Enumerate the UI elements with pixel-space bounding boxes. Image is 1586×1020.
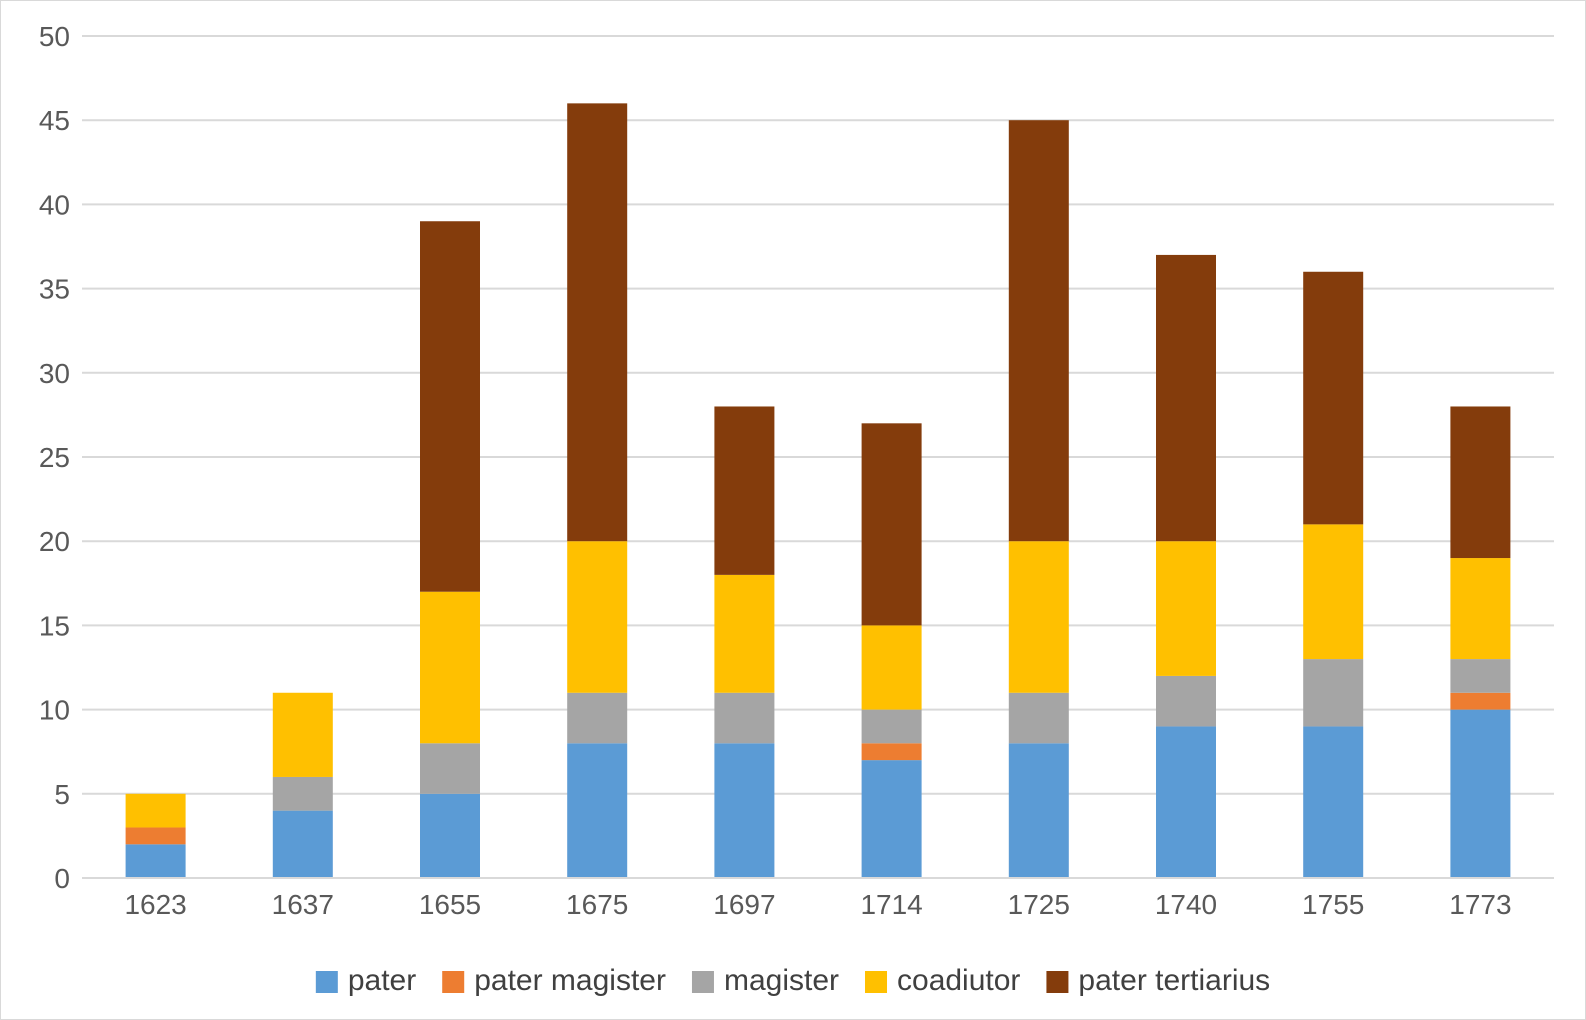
bar-segment: [567, 692, 628, 744]
bar-segment: [1450, 406, 1511, 559]
x-tick-label: 1623: [124, 889, 186, 920]
bar-segment: [567, 541, 628, 693]
bar-segment: [1156, 726, 1216, 878]
bar-segment: [1156, 675, 1216, 727]
bar-segment: [125, 844, 186, 878]
legend-item: pater magister: [442, 964, 666, 997]
x-tick-label: 1697: [713, 889, 775, 920]
x-tick-label: 1675: [566, 889, 628, 920]
legend-item: pater: [315, 964, 416, 997]
bar-segment: [1303, 524, 1364, 660]
y-tick-label: 10: [39, 695, 70, 726]
bar-segment: [861, 743, 922, 761]
bar-segment: [125, 827, 186, 845]
x-axis: 1623 1637 1655 1675 1697 1714 1725 1740 1755 1773: [82, 877, 1554, 920]
legend-item: magister: [691, 964, 839, 997]
x-tick-label: 1725: [1008, 889, 1070, 920]
bar-segment: [1008, 743, 1069, 878]
bar-segment: [272, 776, 333, 811]
y-tick-label: 0: [54, 863, 70, 894]
legend-item: pater tertiarius: [1046, 964, 1270, 997]
bar-segment: [1008, 541, 1069, 693]
y-tick-label: 20: [39, 526, 70, 557]
y-tick-label: 30: [39, 358, 70, 389]
bar-segment: [714, 574, 775, 693]
y-tick-label: 15: [39, 610, 70, 641]
bar-segment: [861, 709, 922, 744]
x-tick-label: 1773: [1449, 889, 1511, 920]
legend-swatch: [691, 971, 714, 993]
bar-segment: [420, 221, 480, 592]
bar-segment: [1303, 726, 1364, 878]
bar-segment: [567, 103, 628, 542]
bar-segment: [1450, 692, 1511, 710]
bar-segment: [420, 743, 480, 794]
bars: [125, 103, 1511, 878]
legend-label: pater magister: [474, 964, 666, 997]
bar-segment: [567, 743, 628, 878]
bar-segment: [861, 625, 922, 710]
bar-segment: [1008, 120, 1069, 542]
legend-swatch: [442, 971, 465, 993]
y-tick-label: 50: [39, 21, 70, 52]
y-axis-tick-labels: 0 5 10 15 20 25 30 35 40 45 50: [39, 21, 70, 894]
bar-segment: [1450, 709, 1511, 878]
bar-segment: [1450, 558, 1511, 660]
bar-segment: [1303, 659, 1364, 727]
legend-swatch: [315, 971, 338, 993]
bar-segment: [714, 692, 775, 744]
bar-segment: [272, 692, 333, 777]
x-tick-label: 1755: [1302, 889, 1364, 920]
y-tick-label: 35: [39, 274, 70, 305]
bar-segment: [125, 793, 186, 828]
y-tick-label: 5: [54, 779, 70, 810]
legend-label: coadiutor: [897, 964, 1020, 997]
legend-swatch: [1046, 971, 1069, 993]
y-tick-label: 40: [39, 189, 70, 220]
bar-segment: [420, 591, 480, 744]
x-tick-label: 1655: [419, 889, 481, 920]
legend-label: magister: [724, 964, 839, 997]
bar-segment: [1156, 254, 1216, 542]
bar-segment: [714, 406, 775, 575]
legend-swatch: [865, 971, 888, 993]
y-tick-label: 45: [39, 105, 70, 136]
x-tick-label: 1740: [1155, 889, 1217, 920]
x-tick-label: 1714: [860, 889, 922, 920]
bar-segment: [272, 810, 333, 878]
legend-item: coadiutor: [865, 964, 1020, 997]
bar-segment: [420, 793, 480, 878]
bar-segment: [861, 423, 922, 626]
x-tick-label: 1637: [272, 889, 334, 920]
bar-segment: [1303, 271, 1364, 525]
bar-segment: [714, 743, 775, 878]
bar-segment: [861, 760, 922, 878]
legend: pater pater magister magister coadiutor pate…: [315, 964, 1270, 997]
legend-label: pater tertiarius: [1078, 964, 1270, 997]
bar-segment: [1450, 659, 1511, 693]
bar-segment: [1008, 692, 1069, 744]
bar-segment: [1156, 541, 1216, 676]
legend-label: pater: [348, 964, 416, 997]
y-tick-label: 25: [39, 442, 70, 473]
